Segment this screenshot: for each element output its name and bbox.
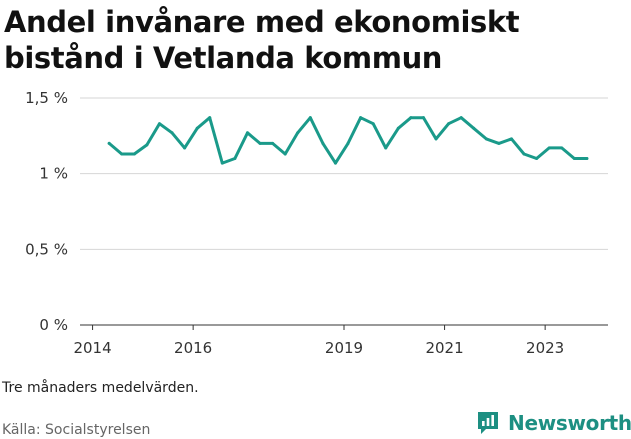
chart-note: Tre månaders medelvärden. bbox=[2, 380, 199, 396]
data-point bbox=[308, 116, 312, 120]
data-point bbox=[484, 137, 488, 141]
data-point bbox=[509, 137, 513, 141]
data-point bbox=[535, 157, 539, 161]
x-tick-label: 2014 bbox=[73, 339, 111, 357]
data-point bbox=[208, 116, 212, 120]
data-point bbox=[522, 152, 526, 156]
data-point bbox=[321, 141, 325, 145]
data-point bbox=[585, 157, 589, 161]
chart-source: Källa: Socialstyrelsen bbox=[2, 422, 151, 438]
data-point bbox=[547, 146, 551, 150]
data-point bbox=[371, 122, 375, 126]
data-point bbox=[296, 131, 300, 135]
data-point bbox=[434, 137, 438, 141]
data-point bbox=[233, 157, 237, 161]
x-tick-label: 2016 bbox=[174, 339, 212, 357]
data-point bbox=[359, 116, 363, 120]
x-tick-label: 2023 bbox=[526, 339, 564, 357]
newsworthy-brand[interactable]: Newsworthy bbox=[476, 408, 631, 438]
data-point bbox=[396, 126, 400, 130]
data-point bbox=[283, 152, 287, 156]
x-tick-label: 2019 bbox=[325, 339, 363, 357]
data-point bbox=[472, 126, 476, 130]
data-point bbox=[447, 122, 451, 126]
data-point bbox=[107, 141, 111, 145]
data-point bbox=[271, 141, 275, 145]
data-point bbox=[333, 161, 337, 165]
data-series bbox=[107, 116, 589, 165]
data-point bbox=[560, 146, 564, 150]
data-point bbox=[245, 131, 249, 135]
data-point bbox=[220, 161, 224, 165]
y-tick-label: 1 % bbox=[39, 165, 68, 183]
brand-name: Newsworthy bbox=[508, 411, 631, 435]
y-tick-label: 1,5 % bbox=[25, 89, 68, 107]
data-point bbox=[258, 141, 262, 145]
grid-lines bbox=[80, 97, 608, 250]
data-point bbox=[421, 116, 425, 120]
y-axis-ticks: 0 % 0,5 % 1 % 1,5 % bbox=[25, 89, 68, 334]
x-tick-label: 2021 bbox=[425, 339, 463, 357]
line-chart: 0 % 0,5 % 1 % 1,5 % 2014 2016 2019 2021 2023 bbox=[25, 89, 608, 357]
data-point bbox=[346, 141, 350, 145]
data-point bbox=[459, 116, 463, 120]
data-point bbox=[132, 152, 136, 156]
data-point bbox=[145, 143, 149, 147]
series-line bbox=[107, 116, 589, 165]
chart-title: Andel invånare med ekonomiskt bistånd i … bbox=[4, 5, 520, 75]
x-axis: 2014 2016 2019 2021 2023 bbox=[73, 324, 608, 357]
data-point bbox=[409, 116, 413, 120]
data-point bbox=[120, 152, 124, 156]
data-point bbox=[157, 122, 161, 126]
data-point bbox=[183, 146, 187, 150]
data-point bbox=[170, 131, 174, 135]
y-tick-label: 0 % bbox=[39, 316, 68, 334]
data-point bbox=[572, 157, 576, 161]
data-point bbox=[384, 146, 388, 150]
data-point bbox=[497, 141, 501, 145]
y-tick-label: 0,5 % bbox=[25, 240, 68, 258]
data-point bbox=[195, 126, 199, 130]
newsworthy-logo-icon bbox=[478, 412, 498, 434]
